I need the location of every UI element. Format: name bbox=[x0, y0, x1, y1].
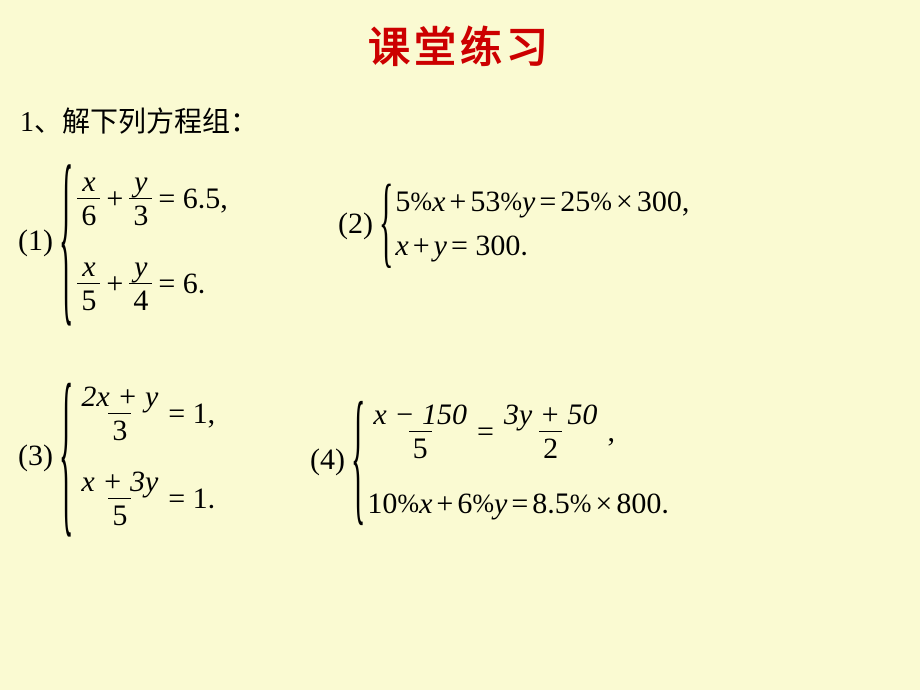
coef: 53 bbox=[470, 185, 500, 219]
numerator: 2x + y bbox=[77, 380, 162, 413]
problem-4-eq2: 10 % x + 6 % y = 8.5 % × 800. bbox=[367, 487, 668, 521]
op-eq: = bbox=[477, 415, 494, 449]
var: x bbox=[395, 229, 408, 263]
op-times: × bbox=[595, 487, 612, 521]
coef: 6 bbox=[457, 487, 472, 521]
fraction: y 4 bbox=[129, 250, 152, 317]
problem-1-equations: x 6 + y 3 = 6.5, x 5 + y 4 = 6. bbox=[75, 165, 231, 317]
problem-1: (1) { x 6 + y 3 = 6.5, x 5 + y 4 = 6 bbox=[18, 165, 232, 317]
rhs: = 1, bbox=[168, 397, 215, 431]
var: y bbox=[522, 185, 535, 219]
tail: , bbox=[607, 415, 615, 449]
op-times: × bbox=[616, 185, 633, 219]
fraction: 3y + 50 2 bbox=[500, 398, 602, 465]
denominator: 3 bbox=[108, 413, 131, 447]
percent-icon: % bbox=[410, 187, 432, 217]
problem-3-eq1: 2x + y 3 = 1, bbox=[75, 380, 219, 447]
percent-icon: % bbox=[397, 489, 419, 519]
op-eq: = bbox=[539, 185, 556, 219]
op-plus: + bbox=[106, 182, 123, 216]
op-plus: + bbox=[436, 487, 453, 521]
numerator: x bbox=[78, 250, 99, 283]
var: y bbox=[434, 229, 447, 263]
denominator: 5 bbox=[108, 498, 131, 532]
op-eq: = bbox=[511, 487, 528, 521]
problem-2: (2) { 5 % x + 53 % y = 25 % × 300, x + y… bbox=[338, 185, 689, 263]
numerator: y bbox=[130, 250, 151, 283]
coef: 10 bbox=[367, 487, 397, 521]
fraction: 2x + y 3 bbox=[77, 380, 162, 447]
num: 300, bbox=[637, 185, 690, 219]
fraction: y 3 bbox=[129, 165, 152, 232]
var: x bbox=[432, 185, 445, 219]
rhs: = 6.5, bbox=[158, 182, 227, 216]
question-header: 1、解下列方程组： bbox=[20, 100, 258, 140]
problem-1-eq2: x 5 + y 4 = 6. bbox=[75, 250, 231, 317]
problem-2-eq1: 5 % x + 53 % y = 25 % × 300, bbox=[395, 185, 689, 219]
problem-4-eq1: x − 150 5 = 3y + 50 2 , bbox=[367, 398, 668, 465]
problem-3-eq2: x + 3y 5 = 1. bbox=[75, 465, 219, 532]
coef: 5 bbox=[395, 185, 410, 219]
denominator: 5 bbox=[77, 283, 100, 317]
problem-4-label: (4) bbox=[310, 443, 345, 477]
rhs: = 300. bbox=[451, 229, 528, 263]
problem-2-label: (2) bbox=[338, 207, 373, 241]
rhs: = 1. bbox=[168, 482, 215, 516]
coef: 25 bbox=[560, 185, 590, 219]
problem-3: (3) { 2x + y 3 = 1, x + 3y 5 = 1. bbox=[18, 380, 219, 532]
fraction: x 5 bbox=[77, 250, 100, 317]
denominator: 3 bbox=[129, 198, 152, 232]
fraction: x − 150 5 bbox=[369, 398, 471, 465]
numerator: y bbox=[130, 165, 151, 198]
op-plus: + bbox=[413, 229, 430, 263]
numerator: x − 150 bbox=[369, 398, 471, 431]
percent-icon: % bbox=[500, 187, 522, 217]
problem-1-label: (1) bbox=[18, 224, 53, 258]
problem-3-equations: 2x + y 3 = 1, x + 3y 5 = 1. bbox=[75, 380, 219, 532]
percent-icon: % bbox=[590, 187, 612, 217]
problem-4: (4) { x − 150 5 = 3y + 50 2 , 10 % x + 6… bbox=[310, 398, 669, 521]
percent-icon: % bbox=[570, 489, 592, 519]
op-plus: + bbox=[106, 267, 123, 301]
problem-2-eq2: x + y = 300. bbox=[395, 229, 689, 263]
coef: 8.5 bbox=[532, 487, 570, 521]
op-plus: + bbox=[449, 185, 466, 219]
percent-icon: % bbox=[472, 489, 494, 519]
denominator: 4 bbox=[129, 283, 152, 317]
num: 800. bbox=[616, 487, 669, 521]
problem-2-equations: 5 % x + 53 % y = 25 % × 300, x + y = 300… bbox=[395, 185, 689, 263]
denominator: 6 bbox=[77, 198, 100, 232]
problem-1-eq1: x 6 + y 3 = 6.5, bbox=[75, 165, 231, 232]
numerator: x + 3y bbox=[77, 465, 162, 498]
var: x bbox=[419, 487, 432, 521]
problem-3-label: (3) bbox=[18, 439, 53, 473]
numerator: x bbox=[78, 165, 99, 198]
problem-4-equations: x − 150 5 = 3y + 50 2 , 10 % x + 6 % y =… bbox=[367, 398, 668, 521]
var: y bbox=[494, 487, 507, 521]
fraction: x 6 bbox=[77, 165, 100, 232]
denominator: 5 bbox=[409, 431, 432, 465]
slide-title: 课堂练习 bbox=[0, 0, 920, 75]
rhs: = 6. bbox=[158, 267, 205, 301]
numerator: 3y + 50 bbox=[500, 398, 602, 431]
denominator: 2 bbox=[539, 431, 562, 465]
fraction: x + 3y 5 bbox=[77, 465, 162, 532]
